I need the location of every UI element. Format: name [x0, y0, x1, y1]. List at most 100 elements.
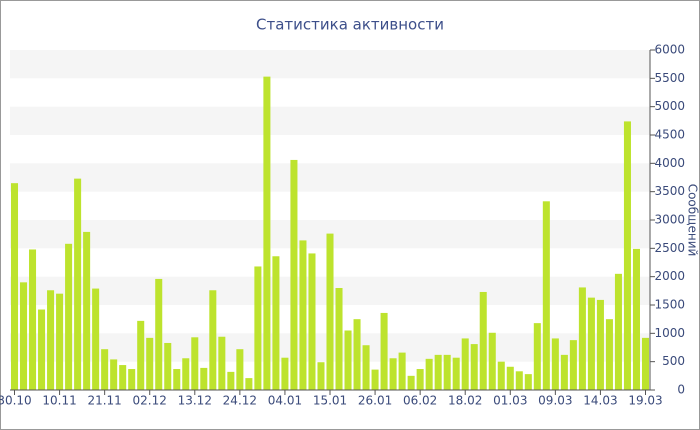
bar [596, 299, 604, 390]
x-tick-label: 02.12 [133, 394, 167, 408]
x-tick-label: 19.03 [628, 394, 662, 408]
bar [497, 361, 505, 390]
y-tick-label: 500 [662, 354, 685, 368]
y-tick-label: 4500 [654, 128, 685, 142]
bar [263, 76, 271, 390]
bar [209, 290, 217, 390]
bar [245, 378, 253, 390]
grid-band [10, 163, 650, 192]
bar [353, 319, 361, 390]
bar [236, 349, 244, 390]
y-axis-label: Сообщений [686, 184, 700, 257]
bar [317, 362, 325, 390]
y-tick-label: 6000 [654, 43, 685, 57]
bar [65, 243, 73, 390]
bar [470, 344, 478, 390]
bar [173, 369, 181, 390]
x-tick-label: 24.12 [223, 394, 257, 408]
bar [443, 354, 451, 390]
grid-band [10, 50, 650, 79]
bar [227, 371, 235, 390]
y-tick-label: 3000 [654, 213, 685, 227]
y-tick-label: 1000 [654, 326, 685, 340]
bar [587, 297, 595, 390]
bar [74, 178, 82, 390]
bar [29, 249, 37, 390]
bar [542, 201, 550, 390]
bar [155, 278, 163, 390]
x-tick-label: 13.12 [178, 394, 212, 408]
bar [434, 354, 442, 390]
bar [20, 282, 28, 390]
y-tick-label: 1500 [654, 298, 685, 312]
bar [128, 369, 136, 390]
bar [299, 240, 307, 390]
chart-title: Статистика активности [256, 16, 444, 34]
bar [182, 358, 190, 390]
bar [425, 358, 433, 390]
bar [119, 365, 127, 390]
bar [362, 345, 370, 390]
y-tick-label: 2000 [654, 269, 685, 283]
bar [290, 159, 298, 390]
bar [371, 369, 379, 390]
x-tick-label: 09.03 [538, 394, 572, 408]
bar [326, 233, 334, 390]
y-tick-label: 0 [677, 383, 685, 397]
bar [614, 273, 622, 390]
bar [56, 293, 64, 390]
x-tick-label: 14.03 [583, 394, 617, 408]
x-tick-label: 26.01 [358, 394, 392, 408]
bar [101, 349, 109, 390]
y-tick-label: 5000 [654, 99, 685, 113]
bar [92, 288, 100, 390]
y-tick-label: 3500 [654, 184, 685, 198]
bar [389, 358, 397, 390]
bar [110, 359, 118, 390]
bar [623, 121, 631, 391]
bar [10, 183, 19, 390]
bar [479, 291, 487, 390]
x-tick-label: 15.01 [313, 394, 347, 408]
bar [632, 248, 640, 390]
bar [272, 256, 280, 390]
bar [569, 340, 577, 390]
bar [551, 338, 559, 390]
bar [488, 332, 496, 390]
y-tick-label: 5500 [654, 71, 685, 85]
bar [461, 338, 469, 390]
bar [524, 374, 532, 390]
bar [515, 371, 523, 390]
bar [146, 337, 154, 390]
bar [344, 330, 352, 390]
bar [218, 336, 226, 390]
bar [407, 375, 415, 390]
bar [335, 288, 343, 390]
bar [281, 357, 289, 390]
bar [605, 319, 613, 390]
bar [398, 352, 406, 390]
y-tick-label: 4000 [654, 156, 685, 170]
bar [83, 231, 91, 390]
bar [137, 320, 145, 390]
bar [641, 337, 650, 390]
bar [380, 312, 388, 390]
bar [308, 253, 316, 390]
x-tick-label: 10.11 [42, 394, 76, 408]
x-tick-label: 01.03 [493, 394, 527, 408]
bar [254, 266, 262, 390]
bar [560, 354, 568, 390]
bar [200, 367, 208, 390]
bar [38, 309, 46, 390]
x-tick-label: 18.02 [448, 394, 482, 408]
x-tick-label: 06.02 [403, 394, 437, 408]
bar [164, 342, 172, 390]
bar [506, 366, 514, 390]
bar [578, 287, 586, 390]
bar [452, 357, 460, 390]
x-tick-label: 30.10 [0, 394, 32, 408]
grid-band [10, 106, 650, 135]
bar [533, 323, 541, 390]
x-tick-label: 04.01 [268, 394, 302, 408]
bar [47, 290, 55, 390]
